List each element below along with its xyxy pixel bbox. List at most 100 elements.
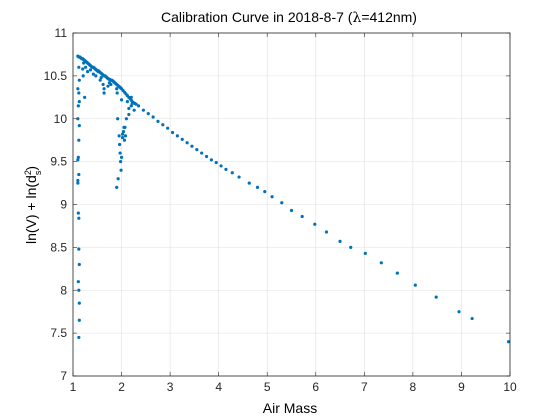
data-point: [224, 167, 228, 171]
data-point: [82, 61, 86, 65]
data-point: [166, 126, 170, 130]
data-point: [219, 164, 223, 168]
data-point: [151, 115, 155, 119]
y-axis-label-main: ln(V) + ln(d: [23, 175, 39, 244]
data-point: [88, 68, 93, 72]
data-point: [94, 74, 98, 78]
data-point: [121, 130, 126, 134]
data-point: [76, 87, 80, 91]
data-point: [76, 211, 80, 215]
data-point: [119, 168, 123, 172]
data-point: [77, 172, 81, 177]
data-point: [214, 160, 218, 165]
data-point: [127, 112, 131, 117]
data-point: [457, 310, 461, 314]
data-point: [124, 117, 129, 121]
chart-title: Calibration Curve in 2018-8-7 (λ=412nm): [161, 9, 417, 26]
x-tick-label: 2: [118, 380, 125, 394]
data-point: [84, 65, 88, 69]
data-point: [77, 124, 81, 128]
data-point: [185, 141, 189, 145]
data-point: [102, 91, 106, 95]
y-axis-label-superscript: 2: [23, 170, 33, 175]
y-tick-label: 8: [60, 283, 67, 297]
data-point: [115, 91, 119, 95]
data-point: [98, 78, 102, 82]
x-tick-label: 5: [264, 380, 271, 394]
data-point: [209, 158, 213, 162]
axis-ticks: 1 2 3 4 5 6 7 8 9 10 7 7.5 8 8.5 9 9.5 10 10.5 11: [44, 26, 517, 394]
data-point: [204, 154, 209, 159]
data-point: [136, 104, 141, 108]
data-point: [101, 82, 105, 87]
data-point: [77, 288, 81, 292]
data-point: [117, 134, 121, 138]
data-point: [83, 95, 87, 99]
data-point: [118, 142, 122, 147]
data-point: [106, 84, 110, 88]
data-point: [280, 201, 284, 205]
y-axis-label: ln(V) + ln(d2s): [23, 166, 43, 244]
x-tick-label: 7: [361, 380, 368, 394]
y-tick-label: 8.5: [50, 240, 67, 254]
data-point: [195, 148, 199, 152]
data-point: [77, 138, 81, 142]
data-point: [96, 69, 100, 74]
x-tick-label: 1: [70, 380, 77, 394]
data-point: [300, 214, 304, 219]
data-point: [77, 65, 81, 69]
x-tick-label: 10: [503, 380, 517, 394]
data-point: [413, 283, 417, 287]
data-point: [77, 335, 81, 340]
data-point: [109, 82, 113, 87]
data-point: [102, 87, 106, 91]
data-point: [76, 117, 80, 121]
data-point: [77, 318, 81, 322]
data-point: [132, 108, 136, 112]
data-point: [119, 98, 124, 102]
data-point: [230, 171, 234, 175]
data-point: [118, 160, 123, 164]
data-point: [200, 151, 204, 155]
data-point: [125, 100, 129, 104]
y-tick-label: 7: [60, 369, 67, 383]
data-point: [76, 155, 80, 159]
y-tick-label: 9.5: [50, 155, 67, 169]
data-point: [141, 108, 146, 112]
data-point: [134, 102, 138, 106]
data-point: [156, 119, 160, 123]
x-tick-label: 9: [458, 380, 465, 394]
data-points: [76, 54, 511, 344]
data-point: [255, 185, 260, 189]
data-point: [122, 138, 127, 142]
data-point: [324, 230, 329, 234]
data-point: [127, 106, 131, 111]
data-point: [363, 251, 367, 255]
data-point: [118, 151, 122, 155]
data-point: [116, 117, 120, 121]
data-point: [263, 190, 267, 194]
data-point: [175, 134, 179, 138]
data-point: [123, 125, 127, 129]
data-point: [180, 137, 184, 141]
data-point: [120, 132, 125, 136]
data-point: [379, 261, 383, 265]
data-point: [395, 271, 399, 275]
data-point: [77, 91, 81, 95]
y-tick-label: 10.5: [44, 69, 68, 83]
y-tick-label: 9: [60, 198, 67, 212]
data-point: [349, 245, 353, 249]
data-point: [289, 208, 294, 213]
data-point: [77, 100, 81, 104]
x-axis-label: Air Mass: [263, 400, 317, 416]
x-tick-label: 3: [167, 380, 174, 394]
data-point: [116, 177, 120, 181]
data-point: [77, 247, 81, 251]
data-point: [99, 75, 103, 80]
data-point: [85, 69, 90, 74]
data-point: [313, 222, 317, 226]
data-point: [81, 74, 85, 78]
data-point: [190, 144, 194, 148]
